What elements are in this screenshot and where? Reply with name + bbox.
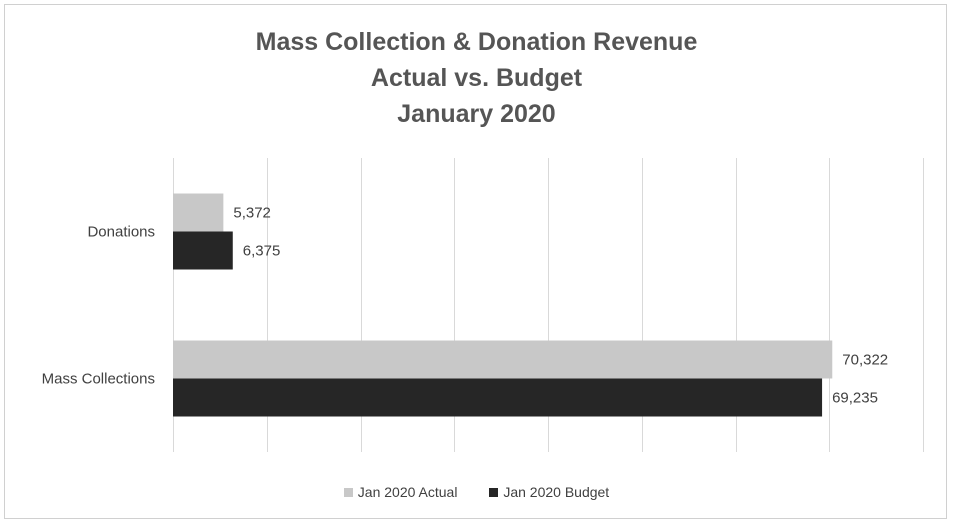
legend-swatch-budget [489, 488, 499, 497]
data-label: 5,372 [233, 205, 271, 222]
bar [173, 231, 233, 270]
data-label: 69,235 [832, 390, 878, 407]
labels: Donations 5,372 6,375 Mass Collections 70,32… [42, 205, 889, 407]
bars [173, 193, 833, 417]
bar [173, 378, 823, 417]
data-label: 6,375 [243, 243, 281, 260]
legend-swatch-actual [343, 488, 353, 497]
chart-title-line-1: Mass Collection & Donation Revenue [255, 28, 698, 56]
legend: Jan 2020 Actual Jan 2020 Budget [0, 484, 953, 500]
data-label: 70,322 [842, 352, 888, 369]
chart-title-line-3: January 2020 [397, 100, 556, 128]
bar [173, 193, 224, 232]
category-label: Donations [87, 224, 155, 241]
legend-item-actual: Jan 2020 Actual [343, 484, 458, 500]
legend-label-actual: Jan 2020 Actual [357, 484, 458, 500]
chart-title-line-2: Actual vs. Budget [370, 64, 583, 92]
legend-label-budget: Jan 2020 Budget [503, 484, 610, 500]
chart-title: Mass Collection & Donation Revenue Actua… [0, 24, 953, 132]
bar [173, 340, 833, 379]
legend-item-budget: Jan 2020 Budget [489, 484, 609, 500]
chart-frame [4, 4, 947, 519]
category-label: Mass Collections [42, 371, 155, 388]
